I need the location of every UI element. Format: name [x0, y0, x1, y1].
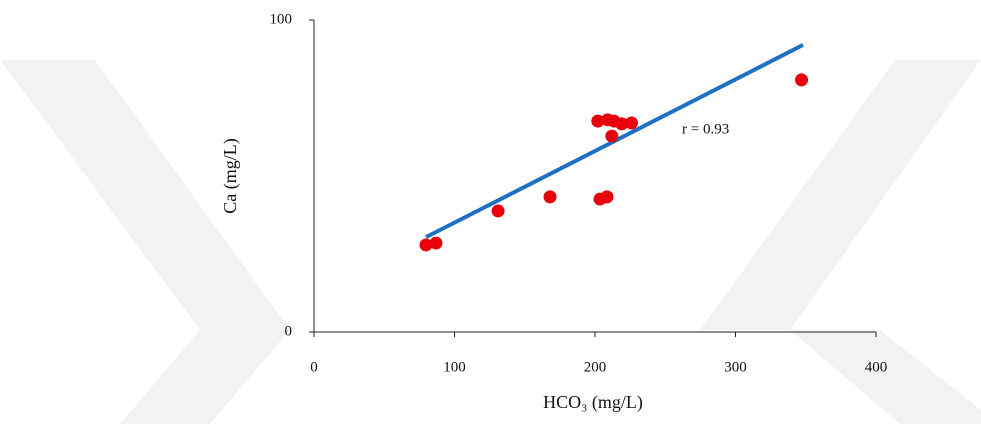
watermark-shape — [700, 60, 981, 330]
data-point — [605, 129, 619, 143]
watermark-shape — [120, 330, 290, 424]
y-tick-label: 0 — [285, 323, 293, 339]
y-tick-label: 100 — [270, 11, 293, 27]
x-tick-label: 400 — [865, 359, 888, 375]
x-axis-label: HCO₃ (mg/L) — [543, 392, 643, 413]
annotation: r = 0.93 — [682, 121, 729, 137]
data-point — [419, 238, 433, 252]
x-tick-label: 100 — [443, 359, 466, 375]
data-point — [429, 236, 443, 250]
data-point — [795, 73, 809, 87]
x-tick-label: 300 — [724, 359, 747, 375]
data-point — [625, 116, 639, 130]
data-point — [615, 117, 629, 131]
watermark — [0, 60, 981, 424]
x-tick-label: 0 — [310, 359, 318, 375]
data-point — [600, 190, 614, 204]
y-axis-label: Ca (mg/L) — [220, 138, 241, 213]
x-tick-label: 200 — [584, 359, 607, 375]
watermark-shape — [790, 330, 981, 424]
data-point — [543, 190, 557, 204]
watermark-shape — [0, 60, 290, 330]
data-point — [491, 204, 505, 218]
data-point — [591, 114, 605, 128]
